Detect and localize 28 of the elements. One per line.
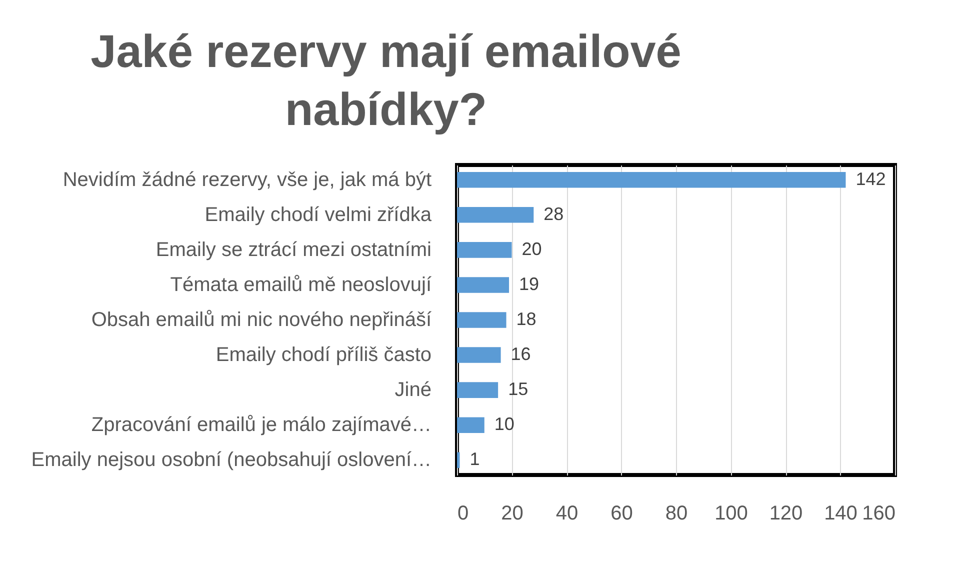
x-tick-label: 60 (610, 502, 633, 524)
y-tick-label: Nevidím žádné rezervy, vše je, jak má být (62, 168, 432, 191)
data-label: 10 (494, 414, 514, 434)
data-label: 18 (516, 309, 536, 329)
y-tick-label: Témata emailů mě neoslovují (170, 274, 432, 296)
x-tick-label: 160 (862, 502, 896, 524)
x-tick-label: 80 (665, 502, 688, 524)
data-label: 1 (470, 449, 480, 470)
data-label: 28 (544, 204, 564, 224)
data-label: 19 (519, 274, 540, 294)
y-tick-label: Emaily se ztrácí mezi ostatními (156, 238, 432, 261)
y-tick-label: Emaily nejsou osobní (neobsahují oslovení… (31, 449, 432, 472)
x-tick-label: 100 (714, 502, 748, 524)
y-tick-label: Jiné (394, 379, 432, 402)
x-tick-label: 20 (501, 502, 524, 524)
data-label: 15 (508, 379, 528, 400)
x-tick-label: 120 (769, 502, 803, 524)
data-label: 142 (856, 168, 886, 189)
data-label: 20 (522, 238, 542, 259)
x-tick-label: 0 (458, 502, 469, 524)
y-tick-label: Emaily chodí velmi zřídka (204, 204, 432, 226)
y-tick-label: Emaily chodí příliš často (216, 344, 432, 366)
x-tick-label: 140 (824, 502, 858, 524)
data-label: 16 (510, 344, 531, 364)
y-tick-label: Zpracování emailů je málo zajímavé… (91, 414, 432, 436)
x-tick-label: 40 (556, 502, 578, 524)
y-tick-label: Obsah emailů mi nic nového nepřináší (91, 309, 432, 331)
chart-title: Jaké rezervy mají emailové nabídky? (90, 25, 682, 135)
